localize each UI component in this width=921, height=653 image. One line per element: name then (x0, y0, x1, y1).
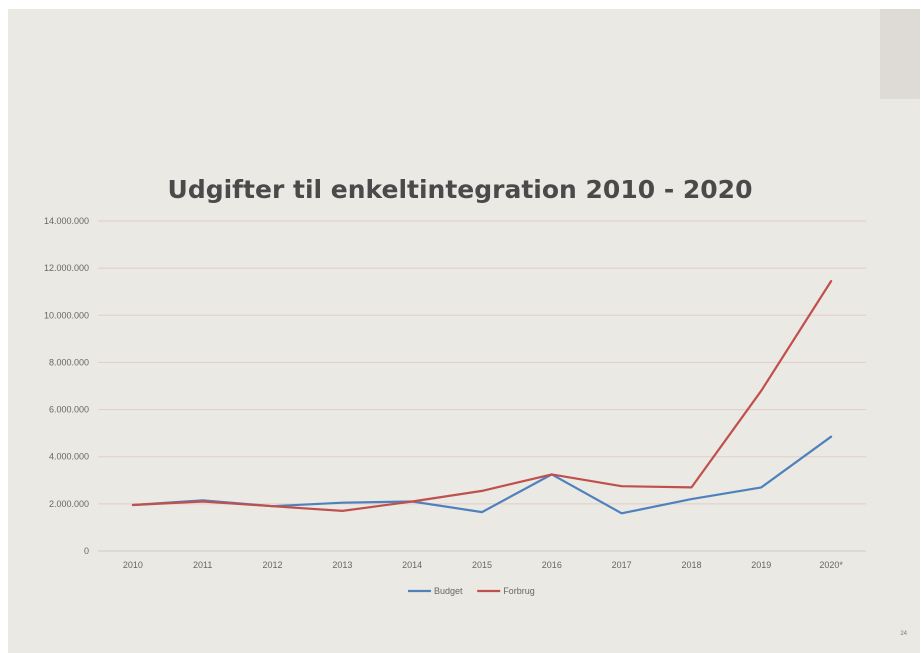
x-tick-label: 2020* (819, 560, 843, 570)
series-line-forbrug (131, 280, 833, 512)
x-tick-label: 2011 (193, 560, 212, 570)
y-tick-label: 0 (84, 546, 89, 556)
slide (8, 9, 920, 653)
x-tick-label: 2014 (402, 560, 422, 570)
x-tick-label: 2018 (681, 560, 701, 570)
y-tick-label: 8.000.000 (49, 357, 89, 367)
x-tick-label: 2016 (542, 560, 562, 570)
y-tick-label: 6.000.000 (49, 405, 89, 415)
legend: Budget Forbrug (408, 586, 535, 596)
y-axis-ticks: 0 2.000.000 4.000.000 6.000.000 8.000.000 10.… (44, 216, 89, 556)
chart-title: Udgifter til enkeltintegration 2010 - 20… (167, 175, 753, 204)
y-tick-label: 2.000.000 (49, 499, 89, 509)
y-tick-label: 14.000.000 (44, 216, 89, 226)
legend-label-forbrug: Forbrug (503, 586, 535, 596)
x-tick-label: 2010 (123, 560, 143, 570)
series-line-budget (131, 435, 833, 515)
x-tick-label: 2012 (263, 560, 283, 570)
x-tick-label: 2013 (332, 560, 352, 570)
x-tick-label: 2015 (472, 560, 492, 570)
x-axis-ticks: 2010 2011 2012 2013 2014 2015 2016 2017 2018 2019… (123, 560, 843, 570)
x-tick-label: 2017 (612, 560, 632, 570)
y-tick-label: 10.000.000 (44, 310, 89, 320)
legend-label-budget: Budget (434, 586, 463, 596)
series-lines (131, 280, 833, 515)
y-tick-label: 4.000.000 (49, 452, 89, 462)
x-tick-label: 2019 (751, 560, 771, 570)
page-number: 24 (900, 631, 907, 637)
y-tick-label: 12.000.000 (44, 263, 89, 273)
slide-corner-block (880, 9, 920, 99)
